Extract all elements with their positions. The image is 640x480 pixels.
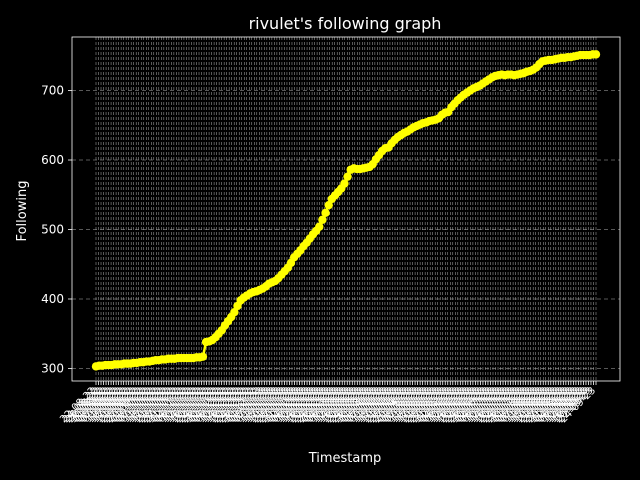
series-markers	[91, 50, 601, 371]
data-point	[324, 200, 333, 210]
y-axis-ticks: 300 400 500 600 700	[41, 84, 72, 375]
data-point	[230, 308, 239, 317]
data-point	[318, 215, 327, 224]
y-tick-label: 500	[41, 223, 64, 237]
data-point	[340, 179, 349, 188]
grid-lines	[72, 37, 620, 381]
x-axis-ticks: 22-08-2224-08-2226-08-2228-08-2230-08-22…	[58, 381, 598, 425]
data-point	[591, 50, 601, 59]
y-tick-label: 300	[41, 361, 64, 375]
y-tick-label: 400	[41, 292, 64, 306]
y-tick-label: 600	[41, 153, 64, 167]
y-axis-label: Following	[15, 181, 30, 242]
plot-area-frame	[71, 36, 621, 382]
data-point	[343, 172, 352, 181]
data-point	[321, 208, 330, 218]
data-point	[315, 222, 324, 231]
data-point	[198, 352, 208, 361]
y-tick-label: 700	[41, 84, 64, 98]
chart-title: rivulet's following graph	[249, 14, 442, 33]
x-axis-label: Timestamp	[308, 451, 382, 466]
